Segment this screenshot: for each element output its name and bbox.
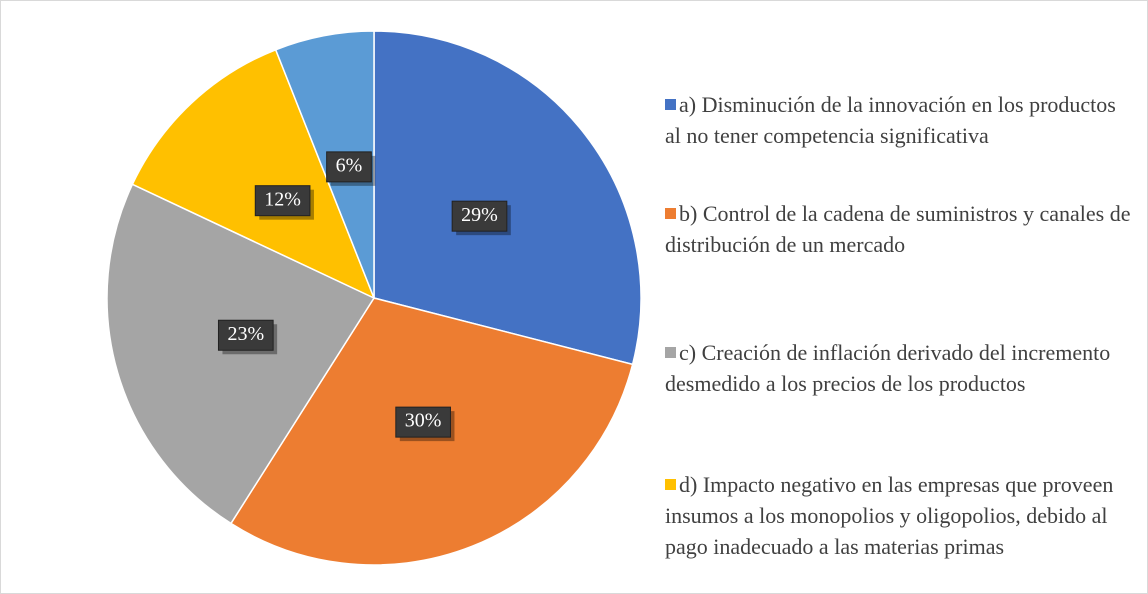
legend-swatch xyxy=(665,208,676,219)
legend-label: c) Creación de inflación derivado del in… xyxy=(665,340,1111,396)
pie-area: 29% 30% 23% 12% 6% xyxy=(106,30,642,566)
data-label-box xyxy=(217,319,274,351)
data-label: 30% xyxy=(405,410,442,432)
data-label-box xyxy=(451,200,508,232)
data-label: 29% xyxy=(461,204,498,226)
pie-slice xyxy=(274,30,375,299)
data-label: 6% xyxy=(336,154,363,176)
pie-slice xyxy=(131,48,376,300)
pie-slice xyxy=(106,183,376,525)
legend-swatch xyxy=(665,347,676,358)
legend-label: d) Impacto negativo en las empresas que … xyxy=(665,472,1114,559)
pie-slice xyxy=(373,30,642,366)
legend-entry: c) Creación de inflación derivado del in… xyxy=(665,337,1135,399)
data-label-box xyxy=(326,151,372,183)
legend-label: a) Disminución de la innovación en los p… xyxy=(665,92,1116,148)
legend-swatch xyxy=(665,479,676,490)
data-label: 23% xyxy=(227,323,264,345)
legend-entry: b) Control de la cadena de suministros y… xyxy=(665,198,1135,260)
data-label-box xyxy=(395,406,451,438)
data-label: 12% xyxy=(264,188,301,210)
legend-entry: d) Impacto negativo en las empresas que … xyxy=(665,469,1135,562)
data-label-box xyxy=(254,185,311,217)
legend-entry: a) Disminución de la innovación en los p… xyxy=(665,89,1135,151)
legend-swatch xyxy=(665,99,676,110)
legend-label: b) Control de la cadena de suministros y… xyxy=(665,201,1131,257)
